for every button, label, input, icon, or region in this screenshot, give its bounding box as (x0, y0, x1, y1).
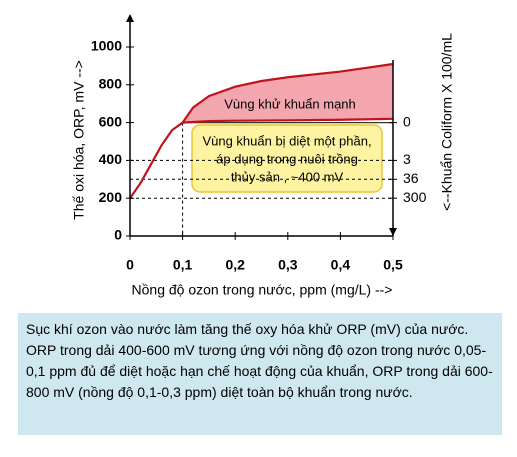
area (182, 64, 393, 123)
y2-tick-label: 36 (403, 170, 419, 186)
y2-tick-label: 300 (403, 189, 427, 205)
annotation: áp dụng trong nuôi trồng (216, 151, 358, 166)
y-tick-label: 200 (99, 189, 123, 205)
x-tick-label: 0,5 (383, 257, 403, 273)
axis-arrow (126, 14, 134, 22)
line (181, 62, 394, 124)
x-tick-label: 0,3 (278, 257, 298, 273)
annotation: Vùng khử khuẩn mạnh (224, 96, 356, 111)
x-tick-label: 0,2 (225, 257, 245, 273)
x-tick-label: 0,4 (331, 257, 351, 273)
y-tick-label: 800 (99, 76, 123, 92)
y-tick-label: 0 (114, 227, 122, 243)
annotation: Vùng khuẩn bị diệt một phần, (202, 133, 371, 148)
x-tick-label: 0,1 (173, 257, 193, 273)
annotation-box (191, 124, 383, 193)
x-axis-label: Nồng độ ozon trong nước, ppm (mg/L) --> (132, 282, 393, 298)
y2-tick-label: 0 (403, 113, 411, 129)
y-tick-label: 400 (99, 151, 123, 167)
y2-tick-label: 3 (403, 151, 411, 167)
y-axis-label: Thế oxi hóa, ORP, mV --> (71, 60, 87, 220)
y2-axis-label: <--Khuẩn Coliform X 100/mL (439, 33, 455, 211)
y-tick-label: 1000 (91, 38, 122, 54)
x-tick-label: 0 (126, 257, 134, 273)
caption: Sục khí ozon vào nước làm tăng thế oxy h… (18, 313, 502, 435)
annotation: thủy sản , ~400 mV (231, 169, 344, 184)
chart: Nồng độ ozon trong nước, ppm (mg/L) --> … (71, 14, 455, 298)
y-tick-label: 600 (99, 113, 123, 129)
